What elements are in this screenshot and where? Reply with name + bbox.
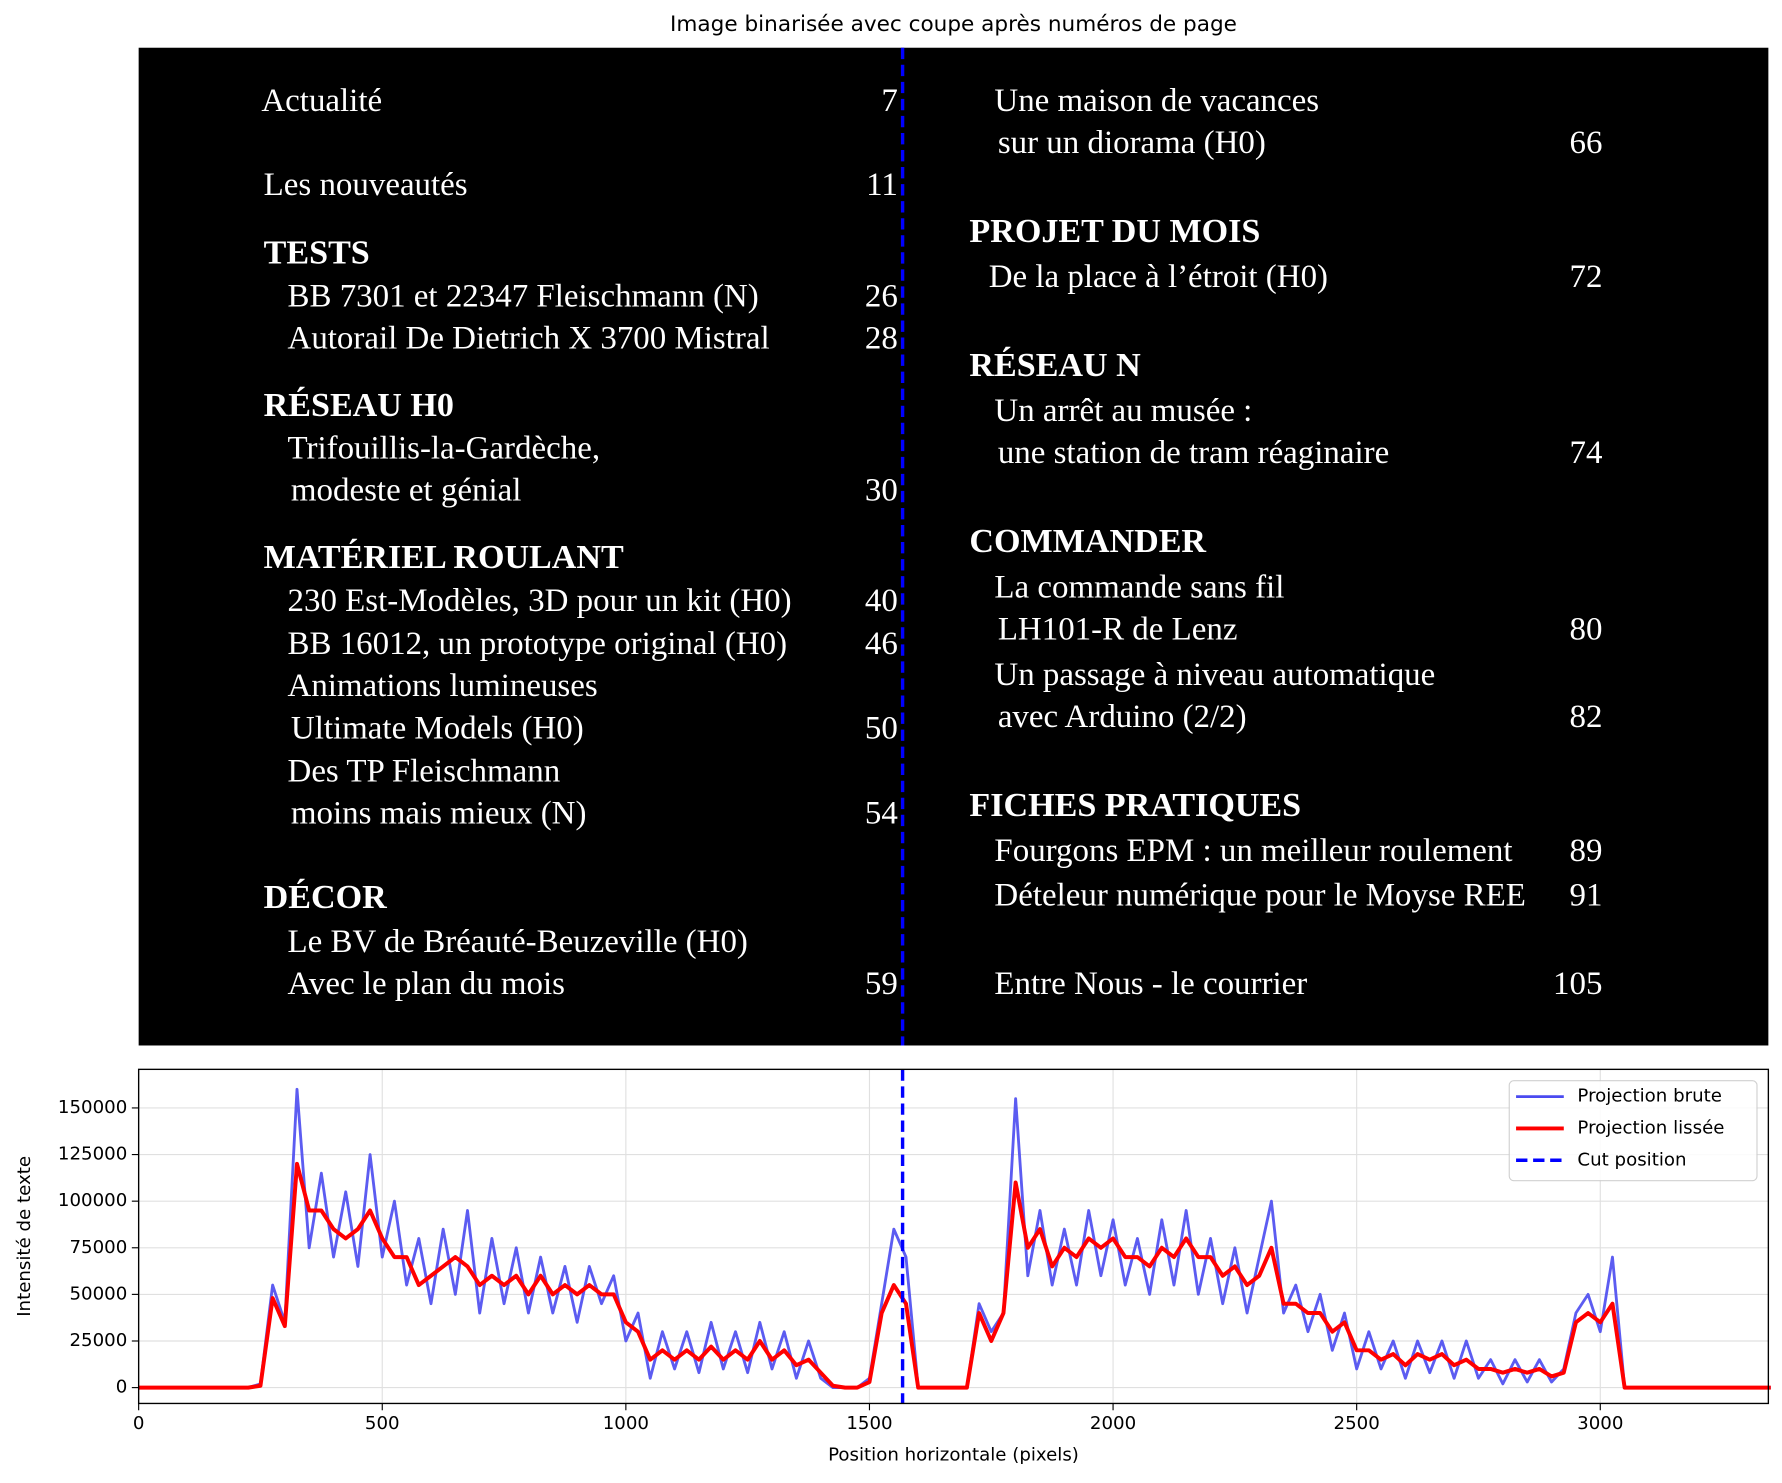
y-tick-label: 50000 bbox=[69, 1283, 127, 1304]
toc-entry: Fourgons EPM : un meilleur roulement bbox=[994, 833, 1512, 869]
x-tick-label: 3000 bbox=[1577, 1413, 1623, 1434]
section-heading: RÉSEAU N bbox=[969, 347, 1141, 384]
toc-entry: sur un diorama (H0) bbox=[998, 125, 1266, 161]
toc-entry: avec Arduino (2/2) bbox=[998, 699, 1247, 735]
x-tick-label: 0 bbox=[133, 1413, 145, 1434]
page-number: 40 bbox=[865, 583, 898, 619]
page-number: 7 bbox=[881, 83, 897, 119]
toc-entry: moins mais mieux (N) bbox=[291, 795, 587, 831]
toc-entry: une station de tram réaginaire bbox=[998, 435, 1389, 471]
x-axis-label: Position horizontale (pixels) bbox=[828, 1445, 1079, 1466]
toc-entry: Trifouillis-la-Gardèche, bbox=[288, 431, 601, 467]
page-number: 74 bbox=[1569, 435, 1602, 471]
y-tick-label: 0 bbox=[116, 1377, 128, 1398]
plot-frame bbox=[137, 1068, 1770, 1405]
toc-entry: 230 Est-Modèles, 3D pour un kit (H0) bbox=[288, 583, 792, 619]
page-number: 59 bbox=[865, 966, 898, 1002]
toc-entry: BB 7301 et 22347 Fleischmann (N) bbox=[288, 278, 759, 314]
toc-entry: Un passage à niveau automatique bbox=[994, 657, 1435, 693]
legend-label: Projection brute bbox=[1577, 1086, 1721, 1107]
toc-entry: LH101-R de Lenz bbox=[998, 611, 1238, 647]
section-heading: PROJET DU MOIS bbox=[969, 213, 1260, 250]
section-heading: FICHES PRATIQUES bbox=[969, 787, 1301, 824]
page-number: 91 bbox=[1569, 877, 1602, 913]
binarized-image bbox=[138, 47, 1769, 1046]
section-heading: TESTS bbox=[264, 235, 370, 272]
page-number: 72 bbox=[1569, 259, 1602, 295]
toc-entry: Dételeur numérique pour le Moyse REE bbox=[994, 877, 1525, 913]
y-tick-label: 100000 bbox=[58, 1190, 127, 1211]
page-number: 26 bbox=[865, 278, 898, 314]
x-tick-label: 2500 bbox=[1334, 1413, 1380, 1434]
page-number: 46 bbox=[865, 626, 898, 662]
toc-entry: Actualité bbox=[261, 83, 382, 119]
page-number: 28 bbox=[865, 320, 898, 356]
plot-area bbox=[138, 1069, 1769, 1404]
y-tick-label: 125000 bbox=[58, 1144, 127, 1165]
section-heading: COMMANDER bbox=[969, 523, 1206, 560]
y-tick-label: 75000 bbox=[69, 1237, 127, 1258]
page-number: 11 bbox=[866, 167, 898, 203]
legend-label: Cut position bbox=[1577, 1149, 1686, 1170]
y-axis-label: Intensité de texte bbox=[14, 1156, 35, 1317]
toc-entry: modeste et génial bbox=[291, 473, 521, 509]
legend-label: Projection lissée bbox=[1577, 1117, 1724, 1138]
page-number: 30 bbox=[865, 473, 898, 509]
page-number: 105 bbox=[1553, 966, 1602, 1002]
x-tick-label: 1000 bbox=[603, 1413, 649, 1434]
toc-entry: Avec le plan du mois bbox=[288, 966, 565, 1002]
section-heading: RÉSEAU H0 bbox=[264, 387, 454, 424]
toc-entry: Les nouveautés bbox=[264, 167, 468, 203]
y-tick-label: 150000 bbox=[58, 1097, 127, 1118]
image-title: Image binarisée avec coupe après numéros… bbox=[670, 12, 1237, 37]
page-number: 89 bbox=[1569, 833, 1602, 869]
x-tick-label: 1500 bbox=[846, 1413, 892, 1434]
x-tick-label: 2000 bbox=[1090, 1413, 1136, 1434]
section-heading: DÉCOR bbox=[264, 879, 387, 916]
toc-entry: De la place à l’étroit (H0) bbox=[989, 259, 1328, 295]
toc-entry: Un arrêt au musée : bbox=[994, 393, 1252, 429]
legend-box bbox=[1508, 1080, 1758, 1182]
page-number: 54 bbox=[865, 795, 898, 831]
toc-entry: Ultimate Models (H0) bbox=[291, 710, 584, 746]
x-tick-label: 500 bbox=[365, 1413, 400, 1434]
series-line bbox=[138, 1161, 1771, 1390]
page-number: 82 bbox=[1569, 699, 1602, 735]
toc-entry: Animations lumineuses bbox=[288, 668, 598, 704]
y-tick-label: 25000 bbox=[69, 1330, 127, 1351]
toc-entry: Une maison de vacances bbox=[994, 83, 1319, 119]
page-number: 66 bbox=[1569, 125, 1602, 161]
page-number: 50 bbox=[865, 710, 898, 746]
toc-entry: Le BV de Bréauté-Beuzeville (H0) bbox=[288, 924, 748, 960]
toc-entry: Des TP Fleischmann bbox=[288, 753, 561, 789]
toc-entry: Autorail De Dietrich X 3700 Mistral bbox=[288, 320, 770, 356]
toc-entry: La commande sans fil bbox=[994, 569, 1284, 605]
page-number: 80 bbox=[1569, 611, 1602, 647]
toc-entry: Entre Nous - le courrier bbox=[994, 966, 1307, 1002]
toc-entry: BB 16012, un prototype original (H0) bbox=[288, 626, 788, 662]
section-heading: MATÉRIEL ROULANT bbox=[264, 539, 624, 576]
